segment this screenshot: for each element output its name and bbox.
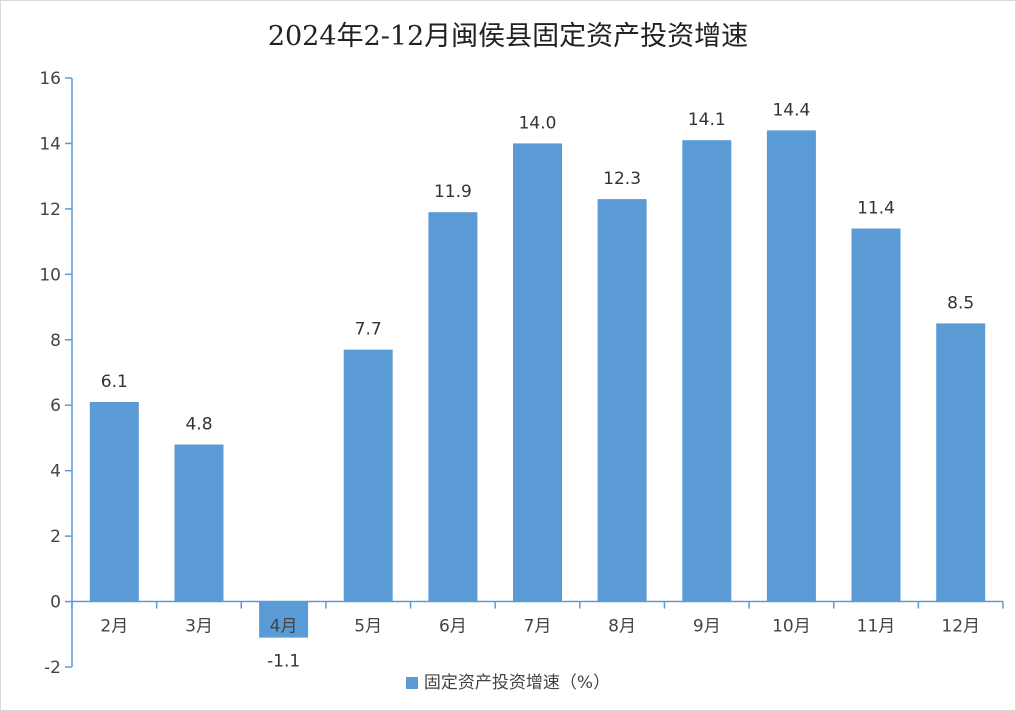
- bar: [513, 143, 562, 602]
- data-label: 7.7: [355, 320, 382, 340]
- x-tick-label: 4月: [270, 617, 298, 637]
- y-tick-label: 12: [39, 200, 61, 220]
- bar: [174, 444, 224, 602]
- x-tick-label: 7月: [524, 617, 552, 637]
- chart-title: 2024年2-12月闽侯县固定资产投资增速: [267, 21, 749, 52]
- x-tick-label: 8月: [608, 617, 636, 637]
- x-tick-label: 5月: [354, 617, 382, 637]
- bar: [682, 140, 732, 602]
- data-label: 14.4: [772, 100, 810, 120]
- x-tick-label: 3月: [185, 617, 213, 637]
- x-tick-label: 12月: [941, 617, 980, 637]
- legend-label: 固定资产投资增速（%）: [423, 673, 611, 693]
- data-label: 11.4: [857, 199, 895, 219]
- x-tick-label: 11月: [857, 617, 896, 637]
- bar: [343, 349, 393, 602]
- data-label: 11.9: [434, 182, 472, 202]
- x-tick-label: 2月: [100, 617, 128, 637]
- y-tick-label: -2: [44, 658, 61, 678]
- data-label: 4.8: [185, 415, 212, 435]
- bar: [428, 212, 478, 602]
- data-label: 14.0: [519, 113, 557, 133]
- data-label: -1.1: [267, 652, 300, 672]
- bar: [851, 228, 901, 602]
- bar: [259, 601, 309, 638]
- bar: [936, 323, 986, 602]
- data-label: 14.1: [688, 110, 726, 130]
- x-tick-label: 10月: [772, 617, 811, 637]
- bar: [89, 402, 139, 602]
- bar: [766, 130, 816, 602]
- data-label: 8.5: [947, 293, 974, 313]
- x-tick-label: 9月: [693, 617, 721, 637]
- y-tick-label: 0: [50, 593, 61, 613]
- data-label: 6.1: [101, 372, 128, 392]
- legend-swatch-icon: [405, 677, 418, 689]
- chart-legend: 固定资产投资增速（%）: [0, 668, 1016, 693]
- y-tick-label: 6: [50, 396, 61, 416]
- y-tick-label: 4: [50, 462, 61, 482]
- y-tick-label: 2: [50, 527, 61, 547]
- y-tick-label: 16: [39, 69, 61, 89]
- y-tick-label: 14: [39, 134, 61, 154]
- data-label: 12.3: [603, 169, 641, 189]
- x-tick-label: 6月: [439, 617, 467, 637]
- y-tick-label: 10: [39, 265, 61, 285]
- bar: [597, 199, 647, 602]
- y-tick-label: 8: [50, 331, 61, 351]
